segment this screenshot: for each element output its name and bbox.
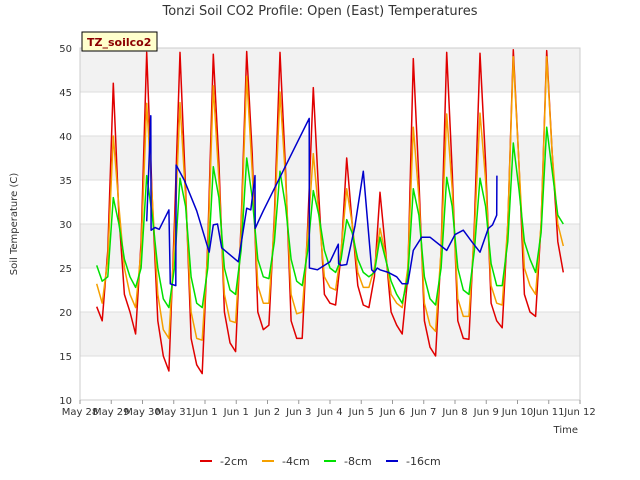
y-tick-label: 40 — [59, 132, 72, 143]
x-tick-label: Jun 10 — [501, 407, 534, 418]
series-line-4cmcm — [95, 56, 565, 341]
legend-label: -16cm — [406, 455, 441, 468]
series-line-16cmcm — [145, 115, 498, 287]
legend-item: -2cm — [200, 455, 248, 468]
series-line-8cmcm — [95, 126, 564, 309]
legend-label: -4cm — [282, 455, 310, 468]
legend: -2cm -4cm -8cm -16cm — [200, 455, 441, 468]
x-tick-label: May 31 — [155, 407, 192, 418]
x-axis-title: Time — [553, 425, 578, 436]
x-tick-label: Jun 9 — [473, 407, 499, 418]
site-label: TZ_soilco2 — [87, 36, 151, 49]
x-tick-label: May 29 — [93, 407, 130, 418]
y-tick-label: 10 — [59, 396, 72, 407]
x-tick-label: Jun 4 — [316, 407, 342, 418]
x-tick-label: Jun 6 — [379, 407, 405, 418]
plot-band — [80, 48, 580, 92]
plot-bands — [80, 48, 580, 356]
x-tick-label: Jun 1 — [191, 407, 217, 418]
y-axis-title: Soil Temperature (C) — [9, 173, 20, 276]
plot-band — [80, 312, 580, 356]
series-lines — [95, 49, 565, 375]
x-tick-label: Jun 5 — [348, 407, 374, 418]
plot-band — [80, 136, 580, 180]
x-tick-label: Jun 2 — [254, 407, 280, 418]
site-label-box: TZ_soilco2 — [81, 31, 158, 52]
legend-label: -8cm — [344, 455, 372, 468]
y-tick-label: 25 — [59, 264, 72, 275]
x-tick-label: Jun 12 — [563, 407, 596, 418]
x-tick-label: May 30 — [124, 407, 161, 418]
x-tick-label: Jun 1 — [223, 407, 249, 418]
y-tick-label: 15 — [59, 352, 72, 363]
y-axis-ticks: 10 15 20 25 30 35 40 45 50 — [59, 44, 72, 407]
y-tick-label: 35 — [59, 176, 72, 187]
x-tick-label: Jun 3 — [285, 407, 311, 418]
legend-item: -8cm — [324, 455, 372, 468]
x-tick-label: May 28 — [62, 407, 99, 418]
y-tick-label: 30 — [59, 220, 72, 231]
chart-title: Tonzi Soil CO2 Profile: Open (East) Temp… — [161, 4, 477, 19]
x-tick-label: Jun 8 — [441, 407, 467, 418]
legend-item: -16cm — [386, 455, 441, 468]
legend-label: -2cm — [220, 455, 248, 468]
legend-item: -4cm — [262, 455, 310, 468]
y-tick-label: 45 — [59, 88, 72, 99]
x-tick-label: Jun 7 — [410, 407, 436, 418]
y-tick-label: 50 — [59, 44, 72, 55]
y-tick-label: 20 — [59, 308, 72, 319]
x-tick-label: Jun 11 — [532, 407, 565, 418]
